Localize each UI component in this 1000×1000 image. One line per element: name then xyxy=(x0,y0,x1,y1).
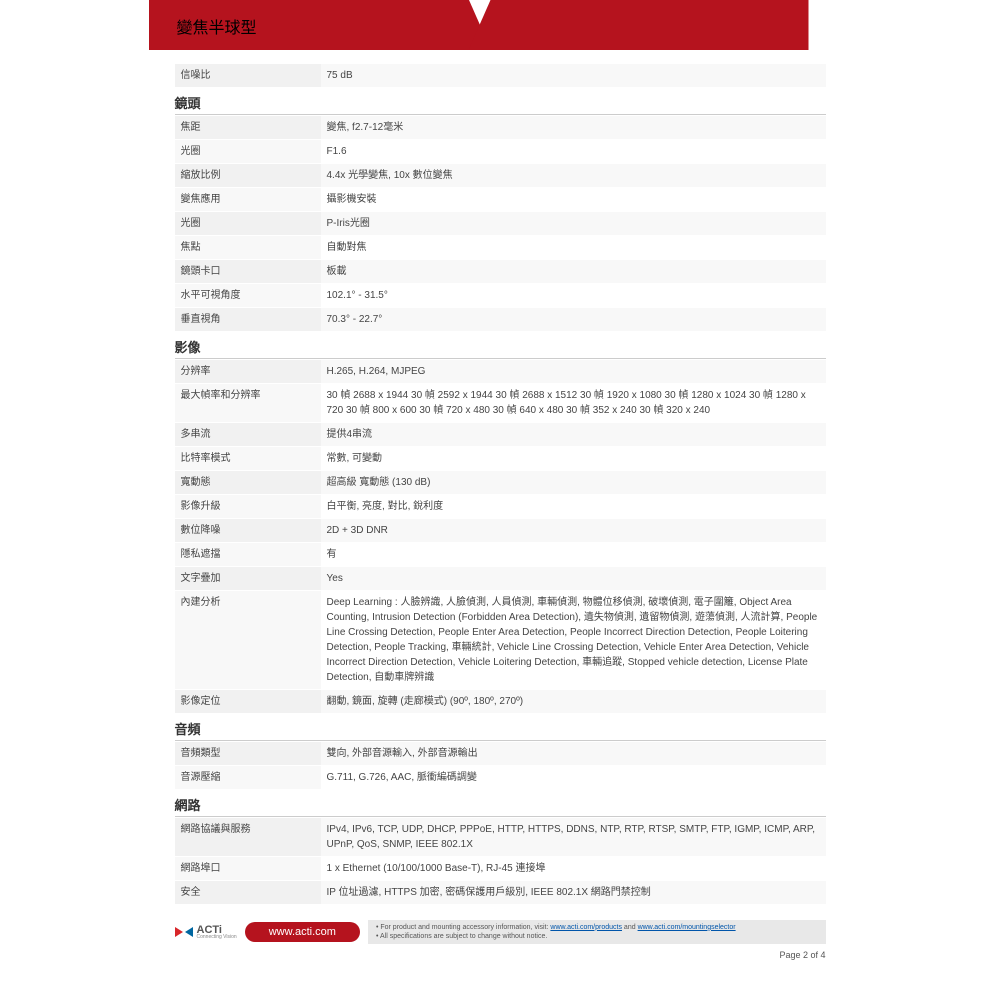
spec-row: 網路協議與服務IPv4, IPv6, TCP, UDP, DHCP, PPPoE… xyxy=(175,818,826,857)
spec-row: 信噪比75 dB xyxy=(175,64,826,88)
spec-value: 70.3° - 22.7° xyxy=(321,308,826,331)
spec-label: 焦點 xyxy=(175,236,321,259)
spec-row: 縮放比例4.4x 光學變焦, 10x 數位變焦 xyxy=(175,164,826,188)
spec-label: 最大幀率和分辨率 xyxy=(175,384,321,422)
spec-value: 翻動, 鏡面, 旋轉 (走廊模式) (90º, 180º, 270º) xyxy=(321,690,826,713)
spec-value: 102.1° - 31.5° xyxy=(321,284,826,307)
spec-row: 影像升級白平衡, 亮度, 對比, 銳利度 xyxy=(175,495,826,519)
spec-row: 光圈F1.6 xyxy=(175,140,826,164)
page-footer: ACTi Connecting Vision www.acti.com • Fo… xyxy=(149,920,852,960)
logo-subtitle: Connecting Vision xyxy=(197,934,237,940)
spec-row: 文字疊加Yes xyxy=(175,567,826,591)
section-head: 鏡頭 xyxy=(175,88,826,115)
spec-row: 光圈P-Iris光圈 xyxy=(175,212,826,236)
footer-link-mounting[interactable]: www.acti.com/mountingselector xyxy=(638,924,736,931)
spec-label: 信噪比 xyxy=(175,64,321,87)
spec-value: 有 xyxy=(321,543,826,566)
footer-notes: • For product and mounting accessory inf… xyxy=(368,920,826,944)
spec-label: 網路協議與服務 xyxy=(175,818,321,856)
spec-row: 數位降噪2D + 3D DNR xyxy=(175,519,826,543)
spec-label: 音頻類型 xyxy=(175,742,321,765)
spec-label: 垂直視角 xyxy=(175,308,321,331)
spec-value: H.265, H.264, MJPEG xyxy=(321,360,826,383)
spec-label: 多串流 xyxy=(175,423,321,446)
spec-value: Yes xyxy=(321,567,826,590)
spec-value: 75 dB xyxy=(321,64,826,87)
spec-row: 焦距變焦, f2.7-12毫米 xyxy=(175,116,826,140)
spec-label: 縮放比例 xyxy=(175,164,321,187)
spec-label: 分辨率 xyxy=(175,360,321,383)
section-head: 音頻 xyxy=(175,714,826,741)
spec-value: 白平衡, 亮度, 對比, 銳利度 xyxy=(321,495,826,518)
spec-label: 隱私遮擋 xyxy=(175,543,321,566)
spec-value: 自動對焦 xyxy=(321,236,826,259)
spec-content: 信噪比75 dB鏡頭焦距變焦, f2.7-12毫米光圈F1.6縮放比例4.4x … xyxy=(149,50,852,905)
spec-row: 垂直視角70.3° - 22.7° xyxy=(175,308,826,332)
spec-value: 雙向, 外部音源輸入, 外部音源輸出 xyxy=(321,742,826,765)
spec-label: 比特率模式 xyxy=(175,447,321,470)
spec-row: 焦點自動對焦 xyxy=(175,236,826,260)
spec-row: 分辨率H.265, H.264, MJPEG xyxy=(175,360,826,384)
spec-row: 比特率模式常數, 可變動 xyxy=(175,447,826,471)
spec-value: F1.6 xyxy=(321,140,826,163)
spec-value: G.711, G.726, AAC, 脈衝編碼調變 xyxy=(321,766,826,789)
spec-label: 變焦應用 xyxy=(175,188,321,211)
spec-row: 音頻類型雙向, 外部音源輸入, 外部音源輸出 xyxy=(175,742,826,766)
spec-label: 安全 xyxy=(175,881,321,904)
spec-value: IPv4, IPv6, TCP, UDP, DHCP, PPPoE, HTTP,… xyxy=(321,818,826,856)
spec-row: 水平可視角度102.1° - 31.5° xyxy=(175,284,826,308)
spec-row: 網路埠口1 x Ethernet (10/100/1000 Base-T), R… xyxy=(175,857,826,881)
spec-row: 寬動態超高級 寬動態 (130 dB) xyxy=(175,471,826,495)
section-head: 影像 xyxy=(175,332,826,359)
spec-row: 鏡頭卡口板載 xyxy=(175,260,826,284)
spec-label: 影像升級 xyxy=(175,495,321,518)
spec-label: 光圈 xyxy=(175,212,321,235)
spec-label: 音源壓縮 xyxy=(175,766,321,789)
spec-value: 板載 xyxy=(321,260,826,283)
spec-label: 內建分析 xyxy=(175,591,321,689)
url-badge[interactable]: www.acti.com xyxy=(245,922,360,942)
spec-value: 超高級 寬動態 (130 dB) xyxy=(321,471,826,494)
spec-label: 水平可視角度 xyxy=(175,284,321,307)
page-title: 變焦半球型 xyxy=(177,14,257,38)
logo-icon xyxy=(175,925,193,939)
spec-value: 變焦, f2.7-12毫米 xyxy=(321,116,826,139)
section-head: 網路 xyxy=(175,790,826,817)
spec-label: 文字疊加 xyxy=(175,567,321,590)
spec-label: 鏡頭卡口 xyxy=(175,260,321,283)
spec-label: 數位降噪 xyxy=(175,519,321,542)
spec-label: 焦距 xyxy=(175,116,321,139)
spec-value: 攝影機安裝 xyxy=(321,188,826,211)
spec-row: 隱私遮擋有 xyxy=(175,543,826,567)
spec-value: P-Iris光圈 xyxy=(321,212,826,235)
spec-row: 最大幀率和分辨率30 幀 2688 x 1944 30 幀 2592 x 194… xyxy=(175,384,826,423)
spec-value: 4.4x 光學變焦, 10x 數位變焦 xyxy=(321,164,826,187)
spec-label: 光圈 xyxy=(175,140,321,163)
spec-value: 常數, 可變動 xyxy=(321,447,826,470)
spec-row: 多串流提供4串流 xyxy=(175,423,826,447)
brand-logo: ACTi Connecting Vision xyxy=(175,924,237,940)
spec-value: IP 位址過濾, HTTPS 加密, 密碼保護用戶級別, IEEE 802.1X… xyxy=(321,881,826,904)
spec-row: 變焦應用攝影機安裝 xyxy=(175,188,826,212)
spec-label: 寬動態 xyxy=(175,471,321,494)
spec-value: 提供4串流 xyxy=(321,423,826,446)
spec-value: 30 幀 2688 x 1944 30 幀 2592 x 1944 30 幀 2… xyxy=(321,384,826,422)
page-number: Page 2 of 4 xyxy=(175,944,826,960)
spec-row: 影像定位翻動, 鏡面, 旋轉 (走廊模式) (90º, 180º, 270º) xyxy=(175,690,826,714)
spec-value: Deep Learning : 人臉辨識, 人臉偵測, 人員偵測, 車輛偵測, … xyxy=(321,591,826,689)
footer-link-products[interactable]: www.acti.com/products xyxy=(550,924,622,931)
spec-row: 安全IP 位址過濾, HTTPS 加密, 密碼保護用戶級別, IEEE 802.… xyxy=(175,881,826,905)
spec-value: 2D + 3D DNR xyxy=(321,519,826,542)
spec-row: 內建分析Deep Learning : 人臉辨識, 人臉偵測, 人員偵測, 車輛… xyxy=(175,591,826,690)
spec-value: 1 x Ethernet (10/100/1000 Base-T), RJ-45… xyxy=(321,857,826,880)
page-header: 變焦半球型 xyxy=(149,0,852,50)
spec-label: 網路埠口 xyxy=(175,857,321,880)
spec-row: 音源壓縮G.711, G.726, AAC, 脈衝編碼調變 xyxy=(175,766,826,790)
spec-label: 影像定位 xyxy=(175,690,321,713)
